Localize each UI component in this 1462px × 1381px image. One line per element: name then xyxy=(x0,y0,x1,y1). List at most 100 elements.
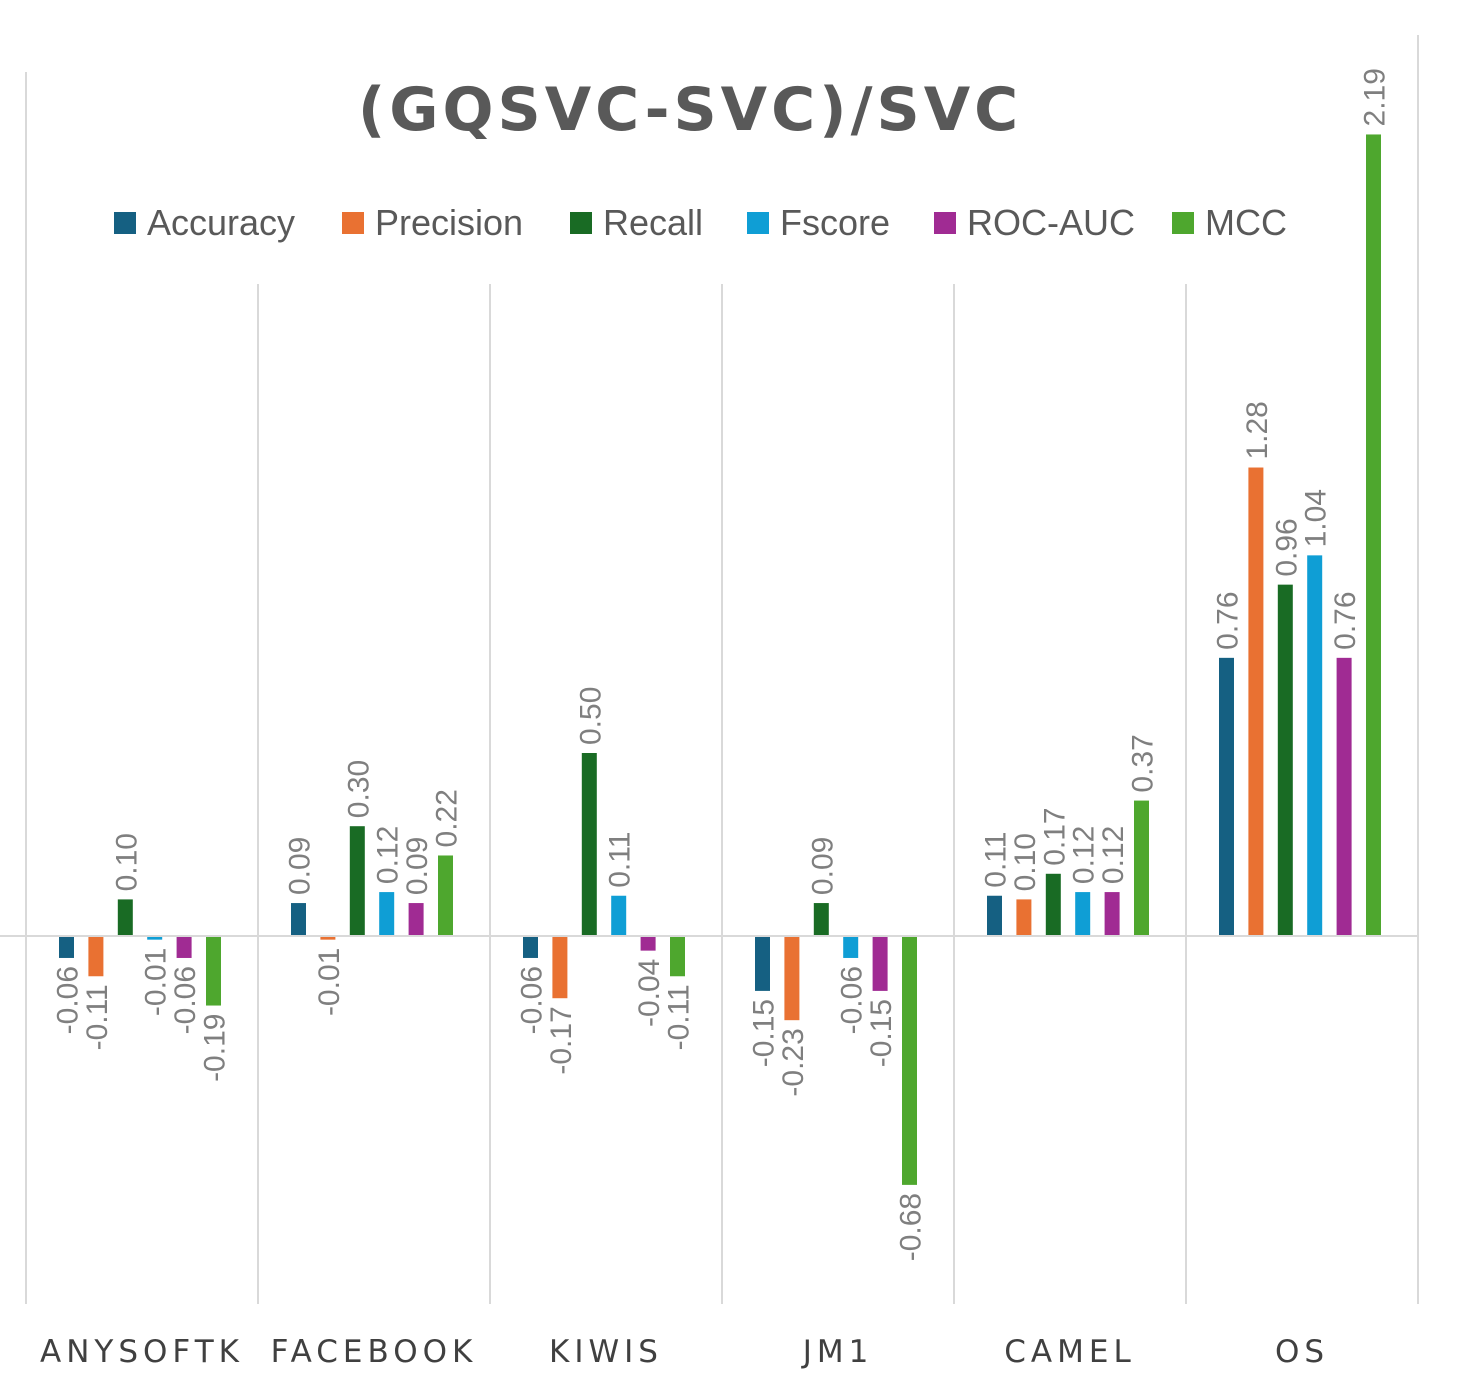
legend-item-recall: Recall xyxy=(570,202,703,243)
bar-facebook-recall xyxy=(349,826,365,936)
bar-anysoftk-recall xyxy=(117,899,133,936)
data-label: 0.50 xyxy=(574,687,607,745)
data-label: 0.12 xyxy=(1068,826,1101,884)
bar-kiwis-precision xyxy=(552,936,568,999)
bar-os-recall xyxy=(1277,584,1293,936)
bar-anysoftk-precision xyxy=(88,936,104,977)
data-label: -0.19 xyxy=(199,1014,232,1082)
bar-camel-roc-auc xyxy=(1104,892,1120,936)
data-label: -0.68 xyxy=(895,1193,928,1261)
bar-camel-recall xyxy=(1045,873,1061,936)
bar-anysoftk-accuracy xyxy=(59,936,74,958)
data-label: 0.09 xyxy=(284,837,317,895)
legend-label: Fscore xyxy=(780,202,890,243)
bar-facebook-precision xyxy=(320,936,336,940)
data-label: -0.23 xyxy=(777,1028,810,1096)
legend-item-accuracy: Accuracy xyxy=(114,202,295,243)
data-label: 0.12 xyxy=(1097,826,1130,884)
data-label: 0.10 xyxy=(110,833,143,891)
data-label: 0.11 xyxy=(980,832,1013,888)
bar-facebook-roc-auc xyxy=(408,903,424,936)
legend-swatch xyxy=(114,212,136,234)
bar-jm1-fscore xyxy=(843,936,859,958)
bar-jm1-precision xyxy=(784,936,800,1021)
bar-jm1-recall xyxy=(813,903,829,936)
data-label: 0.11 xyxy=(604,832,637,888)
data-label: -0.04 xyxy=(633,959,666,1027)
legend-swatch xyxy=(747,212,769,234)
category-label: KIWIS xyxy=(549,1334,663,1370)
data-label: -0.11 xyxy=(81,984,114,1050)
category-label: CAMEL xyxy=(1004,1334,1135,1370)
bar-camel-mcc xyxy=(1134,800,1149,936)
data-label: 0.09 xyxy=(806,837,839,895)
bar-kiwis-roc-auc xyxy=(640,936,656,951)
data-label: -0.17 xyxy=(545,1006,578,1074)
data-label: 0.37 xyxy=(1127,734,1160,792)
legend-label: Precision xyxy=(375,202,523,243)
data-label: -0.06 xyxy=(52,966,85,1034)
bar-os-roc-auc xyxy=(1336,657,1352,936)
legend-item-mcc: MCC xyxy=(1172,202,1287,243)
bar-camel-precision xyxy=(1016,899,1032,936)
data-label: 0.17 xyxy=(1038,807,1071,865)
data-label: -0.15 xyxy=(865,999,898,1067)
bar-kiwis-recall xyxy=(581,753,597,936)
bars xyxy=(59,134,1381,1185)
legend-swatch xyxy=(1172,212,1194,234)
bar-camel-accuracy xyxy=(987,895,1002,936)
data-labels: -0.06-0.110.10-0.01-0.06-0.190.09-0.010.… xyxy=(52,68,1392,1261)
legend-swatch xyxy=(342,212,364,234)
data-label: 0.09 xyxy=(401,837,434,895)
data-label: 0.22 xyxy=(431,789,464,847)
bar-kiwis-fscore xyxy=(611,895,627,936)
legend-item-precision: Precision xyxy=(342,202,523,243)
chart-title: (GQSVC-SVC)/SVC xyxy=(358,75,1022,145)
category-label: JM1 xyxy=(801,1334,874,1370)
legend-swatch xyxy=(934,212,956,234)
legend-item-fscore: Fscore xyxy=(747,202,890,243)
category-axis: ANYSOFTK FACEBOOK KIWIS JM1 CAMEL OS xyxy=(40,1334,1329,1370)
bar-anysoftk-roc-auc xyxy=(176,936,192,958)
category-label: FACEBOOK xyxy=(271,1334,478,1370)
bar-os-mcc xyxy=(1366,134,1381,936)
data-label: 2.19 xyxy=(1359,68,1392,126)
data-label: -0.06 xyxy=(516,966,549,1034)
data-label: 0.12 xyxy=(372,826,405,884)
bar-facebook-accuracy xyxy=(291,903,306,936)
data-label: -0.06 xyxy=(169,966,202,1034)
data-label: -0.01 xyxy=(313,948,346,1016)
category-label: OS xyxy=(1275,1334,1329,1370)
data-label: 0.76 xyxy=(1329,591,1362,649)
bar-anysoftk-fscore xyxy=(147,936,163,940)
data-label: -0.01 xyxy=(140,948,173,1016)
bar-anysoftk-mcc xyxy=(206,936,221,1006)
data-label: -0.06 xyxy=(836,966,869,1034)
bar-os-fscore xyxy=(1307,555,1323,936)
bar-jm1-mcc xyxy=(902,936,917,1185)
bar-os-precision xyxy=(1248,467,1264,936)
bar-facebook-fscore xyxy=(379,892,395,936)
data-label: 1.04 xyxy=(1300,489,1333,547)
data-label: -0.11 xyxy=(663,984,696,1050)
data-label: 1.28 xyxy=(1241,401,1274,459)
bar-jm1-roc-auc xyxy=(872,936,888,991)
category-separators xyxy=(25,35,1419,1304)
data-label: -0.15 xyxy=(748,999,781,1067)
legend-item-roc-auc: ROC-AUC xyxy=(934,202,1135,243)
legend-label: Accuracy xyxy=(147,202,295,243)
bar-jm1-accuracy xyxy=(755,936,770,991)
category-label: ANYSOFTK xyxy=(40,1334,244,1370)
legend-label: MCC xyxy=(1205,202,1287,243)
bar-kiwis-mcc xyxy=(670,936,685,977)
legend-label: Recall xyxy=(603,202,703,243)
data-label: 0.96 xyxy=(1270,518,1303,576)
legend-label: ROC-AUC xyxy=(967,202,1135,243)
bar-facebook-mcc xyxy=(438,855,453,936)
legend-swatch xyxy=(570,212,592,234)
legend: Accuracy Precision Recall Fscore ROC-AUC MCC xyxy=(114,202,1287,243)
data-label: 0.30 xyxy=(342,760,375,818)
bar-os-accuracy xyxy=(1219,657,1234,936)
